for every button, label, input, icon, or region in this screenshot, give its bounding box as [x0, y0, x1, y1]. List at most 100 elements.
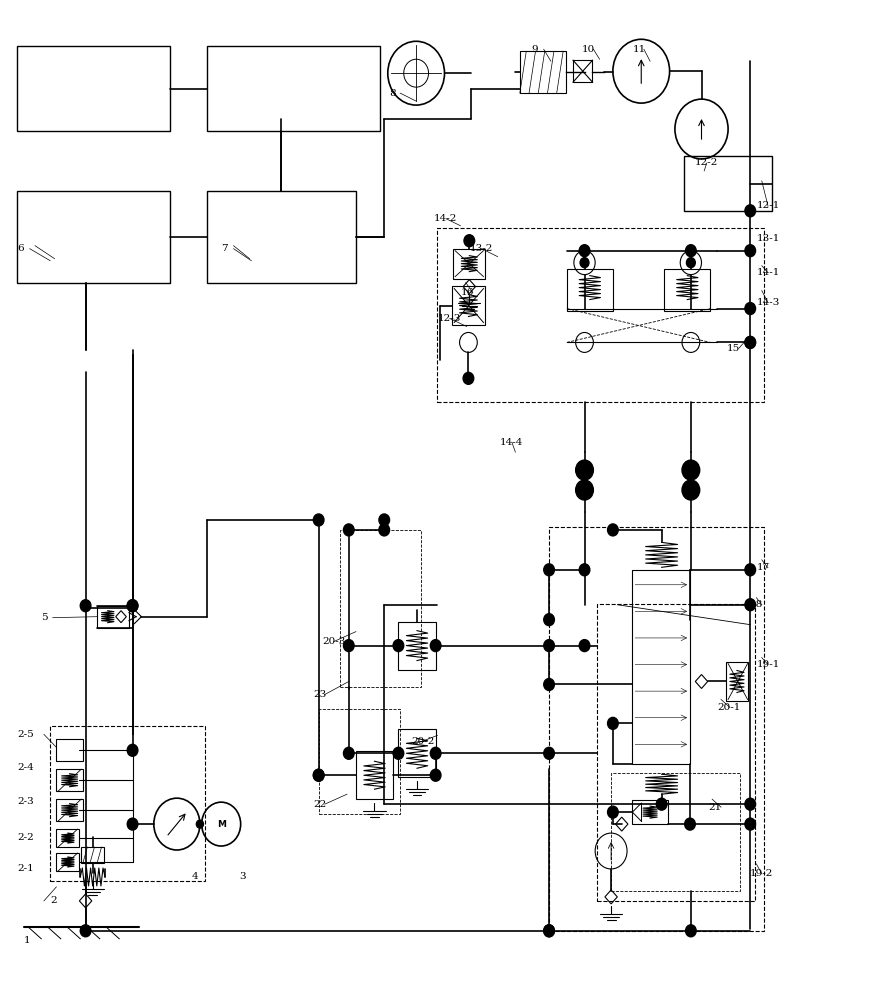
Circle shape — [745, 564, 756, 576]
Circle shape — [580, 564, 589, 576]
Text: 2-3: 2-3 — [18, 797, 34, 806]
Circle shape — [576, 480, 593, 500]
Circle shape — [127, 818, 138, 830]
Circle shape — [745, 818, 756, 830]
Circle shape — [581, 258, 589, 268]
Bar — [632, 570, 690, 764]
Circle shape — [682, 480, 700, 500]
Bar — [81, 847, 104, 863]
Text: 13-2: 13-2 — [469, 244, 493, 253]
Circle shape — [544, 747, 555, 759]
Text: 14-2: 14-2 — [434, 214, 457, 223]
Circle shape — [343, 524, 354, 536]
Text: M: M — [217, 820, 226, 829]
Circle shape — [127, 600, 138, 612]
Circle shape — [313, 769, 324, 781]
Bar — [356, 751, 393, 799]
Bar — [437, 228, 764, 402]
Circle shape — [127, 744, 138, 756]
Text: 12-3: 12-3 — [437, 314, 461, 323]
Bar — [318, 709, 400, 814]
Text: 12-2: 12-2 — [694, 158, 717, 167]
Bar — [207, 46, 380, 131]
Circle shape — [430, 747, 441, 759]
Bar — [684, 156, 773, 211]
Bar — [398, 622, 436, 670]
Text: 18: 18 — [750, 600, 764, 609]
Text: 13-1: 13-1 — [757, 234, 780, 243]
Bar — [520, 51, 566, 93]
Bar — [398, 729, 436, 777]
Text: 19-2: 19-2 — [750, 869, 773, 878]
Bar — [18, 46, 170, 131]
Text: 11: 11 — [632, 45, 645, 54]
Circle shape — [430, 769, 441, 781]
Bar — [18, 191, 170, 283]
Bar — [632, 800, 668, 824]
Circle shape — [686, 258, 695, 268]
Text: 19-1: 19-1 — [757, 660, 780, 669]
Text: 23: 23 — [313, 690, 326, 699]
Circle shape — [544, 679, 555, 690]
Text: 22: 22 — [313, 800, 326, 809]
Text: 14-3: 14-3 — [757, 298, 780, 307]
Bar — [611, 773, 740, 891]
Circle shape — [196, 820, 204, 828]
Circle shape — [343, 747, 354, 759]
Text: 16: 16 — [461, 288, 474, 297]
Circle shape — [430, 640, 441, 652]
Bar — [56, 853, 79, 871]
Circle shape — [544, 640, 555, 652]
Bar — [664, 269, 710, 311]
Circle shape — [544, 614, 555, 626]
Bar — [567, 269, 613, 311]
Circle shape — [685, 245, 696, 257]
Text: 12-1: 12-1 — [757, 201, 780, 210]
Circle shape — [576, 460, 593, 480]
Circle shape — [379, 514, 389, 526]
Text: 9: 9 — [532, 45, 538, 54]
Circle shape — [685, 818, 695, 830]
Circle shape — [685, 925, 696, 937]
Text: 2-4: 2-4 — [18, 763, 34, 772]
Circle shape — [127, 600, 138, 612]
Circle shape — [343, 640, 354, 652]
Circle shape — [745, 336, 756, 348]
Text: 21: 21 — [709, 803, 722, 812]
Circle shape — [745, 303, 756, 315]
Circle shape — [463, 372, 474, 384]
Circle shape — [607, 806, 618, 818]
Circle shape — [580, 245, 589, 257]
Circle shape — [580, 640, 589, 652]
Circle shape — [80, 600, 91, 612]
Circle shape — [745, 245, 756, 257]
Bar — [207, 191, 356, 283]
Bar — [56, 769, 83, 791]
Circle shape — [544, 564, 555, 576]
Bar — [340, 530, 421, 687]
Circle shape — [393, 640, 404, 652]
Text: 20-3: 20-3 — [322, 637, 346, 646]
Circle shape — [80, 925, 91, 937]
Bar — [597, 604, 755, 901]
Text: 14-1: 14-1 — [757, 268, 780, 277]
Circle shape — [745, 798, 756, 810]
Text: 14-4: 14-4 — [500, 438, 523, 447]
Circle shape — [656, 798, 667, 810]
Circle shape — [745, 205, 756, 217]
Text: 15: 15 — [726, 344, 740, 353]
Text: 6: 6 — [18, 244, 24, 253]
Text: 17: 17 — [757, 563, 770, 572]
Text: 3: 3 — [239, 872, 245, 881]
Text: 8: 8 — [389, 89, 396, 98]
Bar — [50, 726, 205, 881]
Bar — [452, 286, 485, 325]
Bar — [97, 606, 129, 628]
Text: 7: 7 — [221, 244, 228, 253]
Text: 4: 4 — [192, 872, 198, 881]
Bar — [573, 60, 592, 82]
Circle shape — [607, 717, 618, 729]
Text: 1: 1 — [23, 936, 30, 945]
Text: 2-5: 2-5 — [18, 730, 34, 739]
Circle shape — [607, 524, 618, 536]
